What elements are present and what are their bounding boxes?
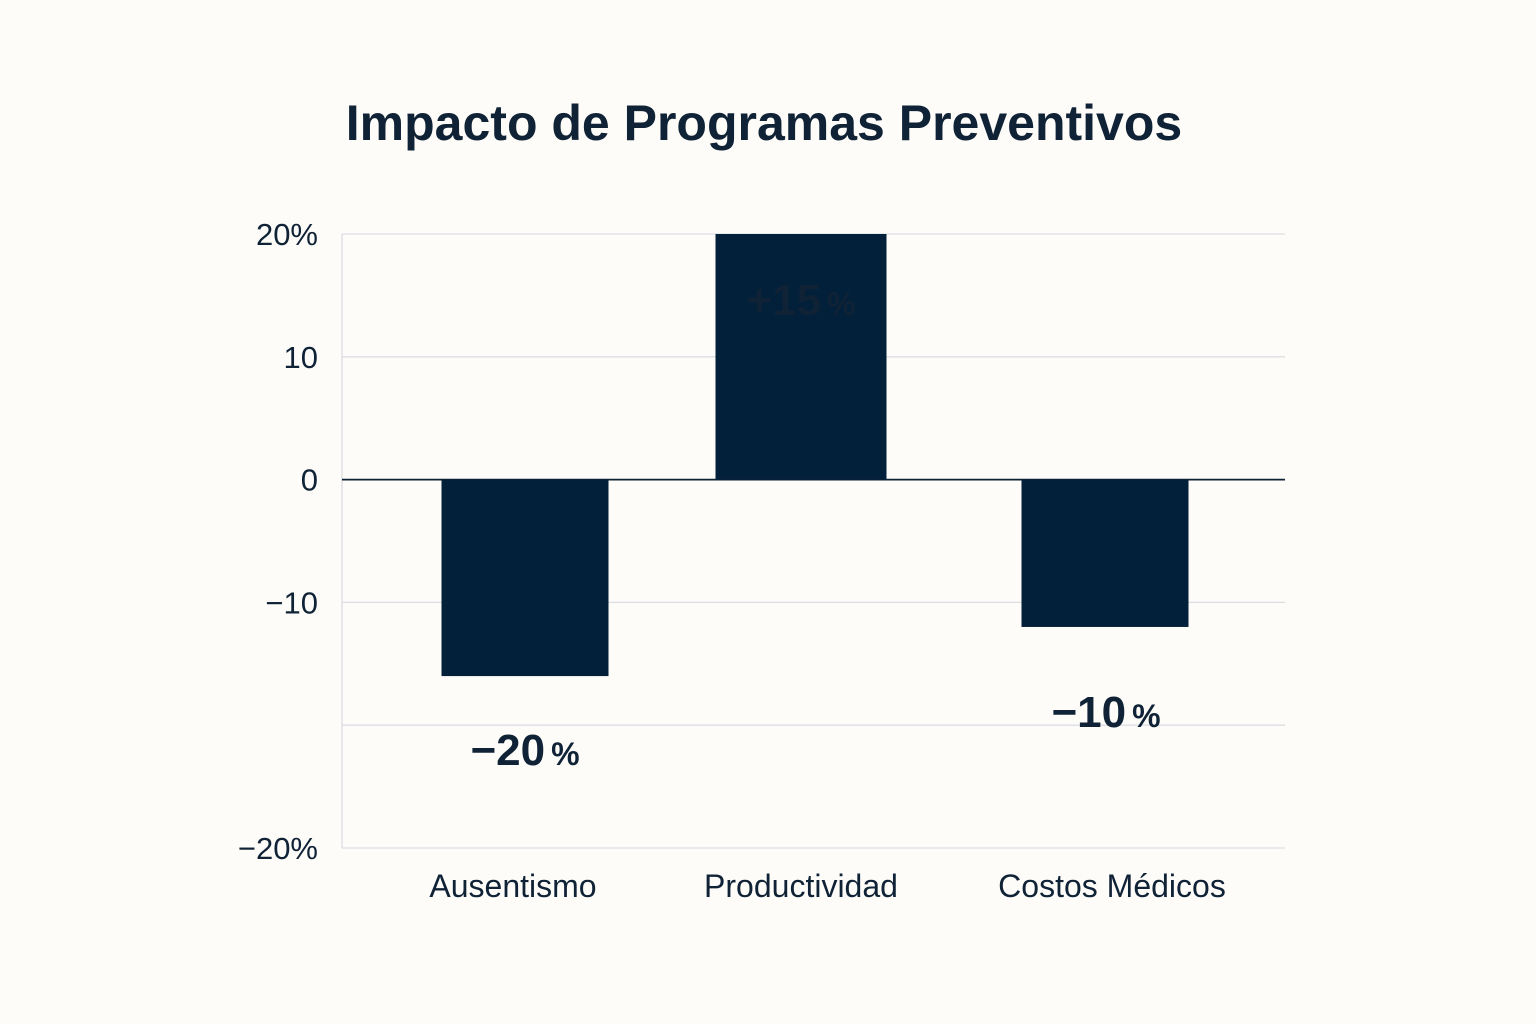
x-category-label: Costos Médicos: [998, 868, 1226, 904]
bar-ausentismo: [441, 479, 609, 677]
y-tick-label: −10: [265, 585, 318, 620]
chart-title: Impacto de Programas Preventivos: [346, 95, 1182, 151]
data-label: −20%: [470, 726, 579, 775]
x-axis-categories: Ausentismo Productividad Costos Médicos: [429, 868, 1225, 904]
data-label-unit: %: [551, 736, 579, 772]
data-label-unit: %: [827, 286, 855, 322]
bar-productividad: [715, 234, 887, 480]
y-tick-label: 0: [301, 463, 318, 498]
x-category-label: Ausentismo: [429, 868, 596, 904]
data-label: −10%: [1051, 688, 1160, 737]
bar-costos-m-dicos: [1021, 479, 1189, 627]
data-label-number: −10: [1051, 688, 1126, 737]
data-labels: −20 %+15 %−10%: [470, 276, 1160, 775]
y-tick-label: −20%: [238, 831, 318, 866]
x-category-label: Productividad: [704, 868, 898, 904]
data-label-number: +15: [746, 276, 821, 325]
y-axis-ticks: 20% 10 0 −10 −20%: [238, 217, 318, 866]
bars: [441, 234, 1189, 677]
data-label-number: −20: [470, 726, 545, 775]
data-label: +15%: [746, 276, 855, 325]
y-tick-label: 20%: [256, 217, 318, 252]
data-label-unit: %: [1132, 698, 1160, 734]
y-tick-label: 10: [284, 340, 318, 375]
